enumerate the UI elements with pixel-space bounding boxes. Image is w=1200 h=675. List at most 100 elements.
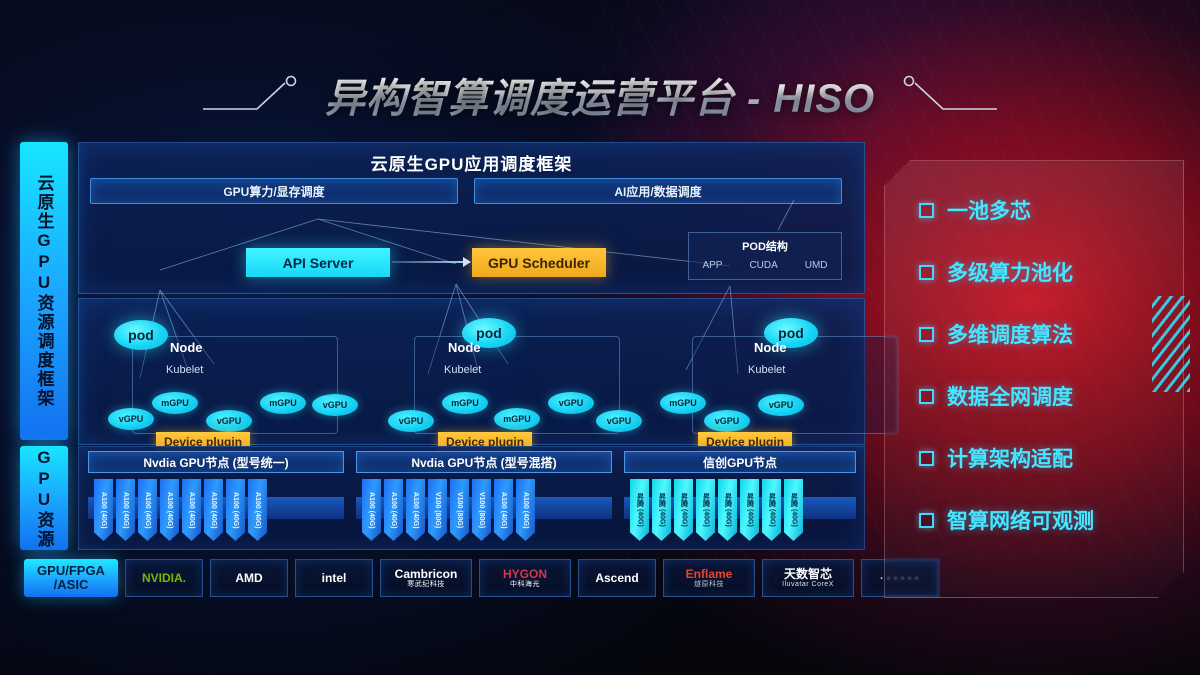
scheduling-bar-ai[interactable]: AI应用/数据调度 xyxy=(474,178,842,204)
gpu-card[interactable]: V100 (80G) xyxy=(450,479,469,541)
vendor-logo-intel[interactable]: intel xyxy=(295,559,373,597)
vendor-logo-nv[interactable]: NVIDIA. xyxy=(125,559,203,597)
feature-item-3[interactable]: 多维调度算法 xyxy=(919,319,1094,349)
checkbox-square-icon xyxy=(919,513,934,528)
vendor-logo-amd[interactable]: AMD xyxy=(210,559,288,597)
mgpu-ellipse[interactable]: mGPU xyxy=(494,408,540,430)
feature-item-5[interactable]: 计算架构适配 xyxy=(919,443,1094,473)
node-cluster-1: pod Node Kubelet vGPU mGPU vGPU mGPU vGP… xyxy=(108,320,360,460)
feature-label: 数据全网调度 xyxy=(947,386,1073,409)
pod-ellipse[interactable]: pod xyxy=(114,320,168,350)
gpu-card[interactable]: A100 (40G) xyxy=(406,479,425,541)
gpu-card[interactable]: 昇腾 (40G) xyxy=(652,479,671,541)
gpu-card[interactable]: A100 (40G) xyxy=(182,479,201,541)
kubelet-label: Kubelet xyxy=(748,364,786,376)
feature-label: 一池多芯 xyxy=(947,200,1031,223)
pod-layer-cuda: CUDA xyxy=(749,260,778,271)
gpu-card[interactable]: 昇腾 (40G) xyxy=(696,479,715,541)
vendor-logo-name: NVIDIA. xyxy=(141,570,186,585)
vendor-logo-asc[interactable]: Ascend xyxy=(578,559,656,597)
feature-item-1[interactable]: 一池多芯 xyxy=(919,195,1094,225)
vgpu-ellipse[interactable]: vGPU xyxy=(596,410,642,432)
gpu-card[interactable]: A100 (40G) xyxy=(226,479,245,541)
vgpu-ellipse[interactable]: vGPU xyxy=(312,394,358,416)
vendor-logo-enf[interactable]: Enflame 燧原科技 xyxy=(663,559,755,597)
vendor-logo-camb[interactable]: Cambricon 寒武纪科技 xyxy=(380,559,472,597)
sidebar-tab-cloud-native-gpu[interactable]: 云原生GPU资源调度框架 xyxy=(20,142,68,440)
mgpu-ellipse[interactable]: mGPU xyxy=(660,392,706,414)
mgpu-ellipse[interactable]: mGPU xyxy=(152,392,198,414)
vendor-logo-subname: 寒武纪科技 xyxy=(407,580,445,588)
sidebar-tab-gpu-resource[interactable]: GPU资源 xyxy=(20,446,68,550)
vgpu-ellipse[interactable]: vGPU xyxy=(758,394,804,416)
gpu-card[interactable]: V100 (80G) xyxy=(472,479,491,541)
mgpu-ellipse[interactable]: mGPU xyxy=(442,392,488,414)
gpu-card-label: A100 (40G) xyxy=(254,491,261,529)
feature-label: 多级算力池化 xyxy=(947,262,1073,285)
gpu-card[interactable]: 昇腾 (40G) xyxy=(674,479,693,541)
vendor-tag-line1: GPU/FPGA xyxy=(37,563,105,579)
feature-item-2[interactable]: 多级算力池化 xyxy=(919,257,1094,287)
pod-ellipse[interactable]: pod xyxy=(462,318,516,348)
feature-item-6[interactable]: 智算网络可观测 xyxy=(919,505,1094,535)
gpu-card-label: 昇腾 (40G) xyxy=(636,493,644,527)
gpu-node-group-header[interactable]: Nvdia GPU节点 (型号混搭) xyxy=(356,451,612,473)
gpu-card[interactable]: A100 (40G) xyxy=(138,479,157,541)
gpu-card[interactable]: A100 (40G) xyxy=(384,479,403,541)
gpu-card-label: A100 (40G) xyxy=(210,491,217,529)
node-cluster-3: pod Node Kubelet mGPU vGPU vGPU Device p… xyxy=(660,318,920,460)
feature-highlights-panel: 一池多芯多级算力池化多维调度算法数据全网调度计算架构适配 智算网络可观测 xyxy=(884,160,1184,598)
gpu-card-label: V100 (80G) xyxy=(478,491,485,529)
mgpu-ellipse[interactable]: mGPU xyxy=(260,392,306,414)
gpu-card-label: 昇腾 (40G) xyxy=(768,493,776,527)
scheduling-bar-compute[interactable]: GPU算力/显存调度 xyxy=(90,178,458,204)
vgpu-ellipse[interactable]: vGPU xyxy=(108,408,154,430)
title-right-deco-icon xyxy=(889,75,999,115)
gpu-card[interactable]: 昇腾 (40G) xyxy=(740,479,759,541)
gpu-card-label: 昇腾 (40G) xyxy=(702,493,710,527)
vendor-logo-name: Enflame xyxy=(685,567,733,582)
gpu-node-group-header[interactable]: Nvdia GPU节点 (型号统一) xyxy=(88,451,344,473)
gpu-card-label: A100 (40G) xyxy=(500,491,507,529)
gpu-card[interactable]: 昇腾 (40G) xyxy=(718,479,737,541)
vgpu-ellipse[interactable]: vGPU xyxy=(206,410,252,432)
panel-accent-stripes-icon xyxy=(1152,296,1190,392)
gpu-card-label: A100 (40G) xyxy=(188,491,195,529)
gpu-card[interactable]: 昇腾 (40G) xyxy=(784,479,803,541)
vgpu-ellipse[interactable]: vGPU xyxy=(548,392,594,414)
vendor-logo-name: intel xyxy=(321,570,347,585)
gpu-card[interactable]: A100 (40G) xyxy=(116,479,135,541)
gpu-card[interactable]: A100 (40G) xyxy=(94,479,113,541)
vendor-logo-subname: 中科海光 xyxy=(509,580,540,588)
gpu-card[interactable]: V100 (80G) xyxy=(428,479,447,541)
gpu-resource-band: Nvdia GPU节点 (型号统一) A100 (40G) A100 (40G) A… xyxy=(78,446,865,550)
gpu-card-label: V100 (80G) xyxy=(456,491,463,529)
vgpu-ellipse[interactable]: vGPU xyxy=(704,410,750,432)
vendor-tag-line2: /ASIC xyxy=(53,577,89,592)
gpu-card[interactable]: A100 (40G) xyxy=(516,479,535,541)
gpu-card[interactable]: A100 (40G) xyxy=(494,479,513,541)
gpu-node-group-header[interactable]: 信创GPU节点 xyxy=(624,451,856,473)
pod-ellipse[interactable]: pod xyxy=(764,318,818,348)
vendor-logo-subname: Iluvatar CoreX xyxy=(782,580,834,588)
gpu-card[interactable]: A100 (40G) xyxy=(204,479,223,541)
gpu-card-label: A100 (40G) xyxy=(166,491,173,529)
feature-list: 一池多芯多级算力池化多维调度算法数据全网调度计算架构适配 智算网络可观测 xyxy=(919,195,1094,535)
vgpu-ellipse[interactable]: vGPU xyxy=(388,410,434,432)
title-block: 异构智算调度运营平台 - HISO xyxy=(0,62,1200,128)
vendor-logo-ilu[interactable]: 天数智芯 Iluvatar CoreX xyxy=(762,559,854,597)
api-server-node[interactable]: API Server xyxy=(246,248,390,277)
feature-item-4[interactable]: 数据全网调度 xyxy=(919,381,1094,411)
vendor-logo-hyg[interactable]: HYGON 中科海光 xyxy=(479,559,571,597)
gpu-scheduler-node[interactable]: GPU Scheduler xyxy=(472,248,606,277)
gpu-card-label: 昇腾 (40G) xyxy=(680,493,688,527)
gpu-card[interactable]: A100 (40G) xyxy=(248,479,267,541)
page-title: 异构智算调度运营平台 - HISO xyxy=(325,66,875,124)
gpu-card[interactable]: A100 (40G) xyxy=(160,479,179,541)
vendor-logo-name: Cambricon xyxy=(394,567,458,582)
checkbox-square-icon xyxy=(919,451,934,466)
gpu-card[interactable]: 昇腾 (40G) xyxy=(762,479,781,541)
gpu-card[interactable]: 昇腾 (40G) xyxy=(630,479,649,541)
gpu-node-group-3: 信创GPU节点 昇腾 (40G) 昇腾 (40G) 昇腾 (40G) 昇腾 (40G)… xyxy=(624,451,856,547)
gpu-card[interactable]: A100 (40G) xyxy=(362,479,381,541)
